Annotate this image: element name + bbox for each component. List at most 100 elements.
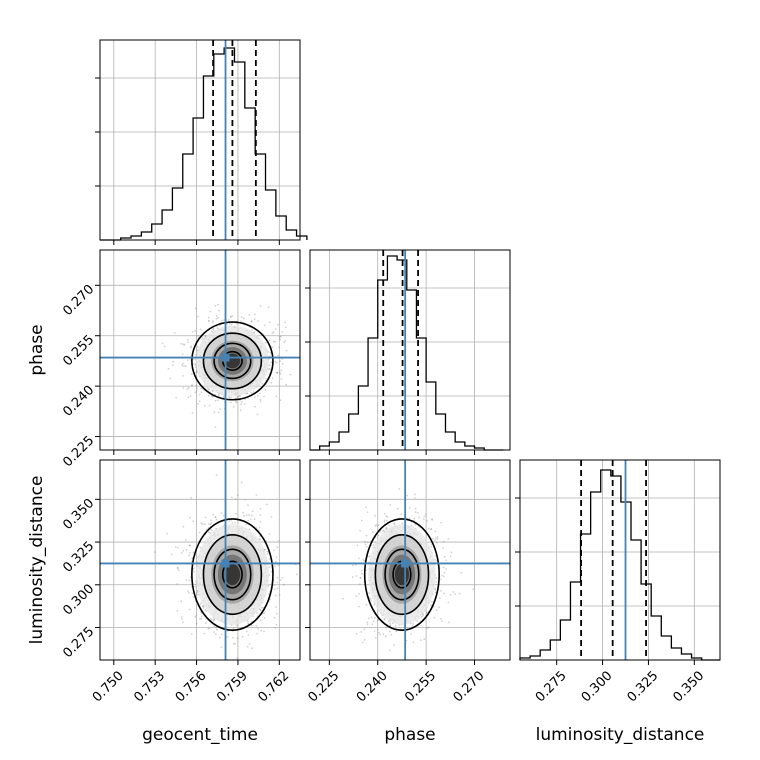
scatter-point [251,647,253,649]
scatter-point [430,528,432,531]
scatter-point [250,391,253,394]
scatter-point [281,331,284,333]
scatter-point [173,332,176,334]
scatter-point [359,583,361,585]
scatter-point [449,555,452,558]
phase-vs-luminosity_distance-xtick-label: 0.255 [402,668,439,705]
scatter-point [385,519,388,522]
scatter-point [278,371,281,374]
scatter-point [220,633,223,635]
scatter-point [263,612,265,615]
scatter-point [389,624,392,627]
luminosity_distance-axis-label: luminosity_distance [27,476,47,645]
scatter-point [187,396,190,399]
scatter-point [247,519,250,522]
scatter-point [188,554,191,557]
scatter-point [248,314,251,316]
scatter-point [374,667,376,669]
scatter-point [422,614,424,617]
scatter-point [296,573,298,576]
scatter-point [377,631,380,634]
scatter-point [447,601,450,604]
scatter-point [253,313,256,316]
scatter-point [215,474,218,476]
scatter-point [245,630,248,633]
scatter-point [441,574,443,577]
contour-line [374,533,430,616]
scatter-point [372,620,375,623]
scatter-point [439,617,442,620]
contour-line [191,518,274,631]
scatter-point [232,636,235,639]
scatter-point [220,319,223,322]
geocent_time-vs-luminosity_distance-ytick-label: 0.300 [60,581,97,618]
scatter-point [236,637,239,640]
scatter-point [213,618,216,621]
scatter-point [426,519,428,522]
scatter-point [190,633,193,635]
scatter-point [284,340,287,342]
scatter-point [394,625,397,627]
scatter-point [443,540,445,543]
scatter-point [180,616,183,618]
scatter-point [385,527,387,530]
scatter-point [435,609,438,611]
scatter-point [366,623,369,626]
scatter-point [194,329,196,332]
scatter-point [401,522,404,525]
scatter-point [210,619,213,621]
scatter-point [214,516,217,519]
scatter-point [264,377,267,380]
geocent_time-axis-label: geocent_time [142,725,258,745]
scatter-point [204,405,206,407]
scatter-point [220,512,223,515]
scatter-point [217,316,220,319]
scatter-point [389,622,391,625]
geocent_time-vs-phase-ytick-label: 0.225 [60,433,97,470]
scatter-point [259,619,262,622]
scatter-point [360,569,363,572]
scatter-point [209,310,212,313]
scatter-point [208,320,210,323]
scatter-point [268,364,271,367]
scatter-point [190,345,193,348]
scatter-point [177,546,180,549]
scatter-point [259,507,262,510]
scatter-point [246,645,249,648]
scatter-point [247,622,250,625]
scatter-point [185,579,188,581]
scatter-point [418,516,420,519]
contour-line [202,533,263,616]
scatter-point [279,579,282,581]
scatter-point [208,627,211,629]
scatter-point [181,552,183,554]
scatter-point [412,623,415,625]
scatter-point [180,600,183,603]
scatter-point [460,571,463,574]
scatter-point [199,617,201,620]
scatter-point [234,642,237,645]
scatter-point [275,623,278,626]
scatter-point [202,605,204,608]
scatter-point [260,606,263,609]
scatter-point [207,523,210,525]
scatter-point [186,388,189,391]
scatter-point [276,371,279,374]
scatter-point [209,617,212,620]
scatter-point [414,523,416,525]
scatter-point [458,592,461,595]
scatter-point [274,627,277,629]
scatter-point [190,373,193,375]
scatter-point [389,624,391,627]
scatter-point [445,559,448,562]
scatter-point [213,631,216,634]
scatter-point [272,340,275,343]
scatter-point [201,336,204,339]
scatter-point [240,320,242,322]
scatter-point [220,646,223,649]
scatter-point [274,565,276,568]
scatter-point [182,525,185,528]
scatter-point [214,633,217,636]
scatter-point [400,513,403,515]
scatter-point [274,360,277,363]
